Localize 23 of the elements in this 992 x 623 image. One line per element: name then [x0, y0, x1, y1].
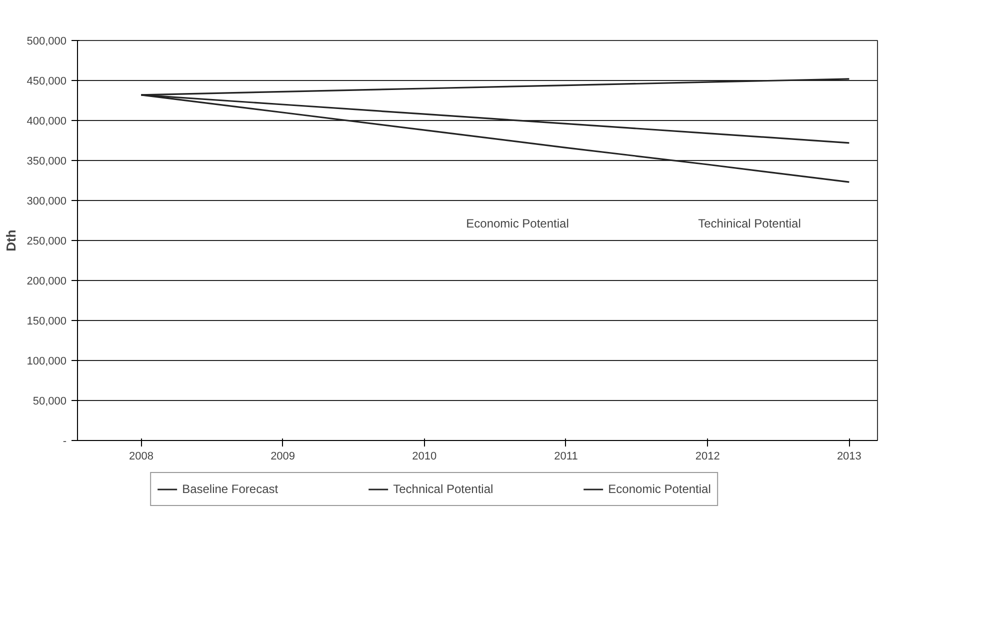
x-tick-label: 2009 — [270, 450, 296, 462]
legend-label: Baseline Forecast — [182, 482, 278, 496]
legend-label: Economic Potential — [608, 482, 711, 496]
y-tick-label: 300,000 — [26, 196, 67, 208]
y-tick-label: 400,000 — [26, 116, 67, 128]
annotation: Economic Potential — [466, 216, 569, 230]
x-tick-label: 2008 — [128, 450, 154, 462]
y-tick-label: 350,000 — [26, 156, 67, 168]
x-tick-label: 2011 — [554, 450, 578, 462]
y-tick-label: - — [62, 436, 67, 448]
y-tick-label: 150,000 — [26, 316, 67, 328]
x-tick-label: 2012 — [695, 450, 720, 462]
x-tick-label: 2010 — [412, 450, 437, 462]
x-tick-label: 2013 — [836, 450, 862, 462]
y-tick-label: 200,000 — [26, 276, 67, 288]
y-axis-title: Dth — [4, 230, 19, 252]
annotation: Techinical Potential — [698, 216, 801, 230]
y-tick-label: 500,000 — [26, 36, 67, 48]
legend-label: Technical Potential — [393, 482, 494, 496]
y-tick-label: 450,000 — [26, 76, 67, 88]
y-tick-label: 250,000 — [26, 236, 67, 248]
y-tick-label: 50,000 — [32, 396, 67, 408]
y-tick-label: 100,000 — [26, 356, 67, 368]
